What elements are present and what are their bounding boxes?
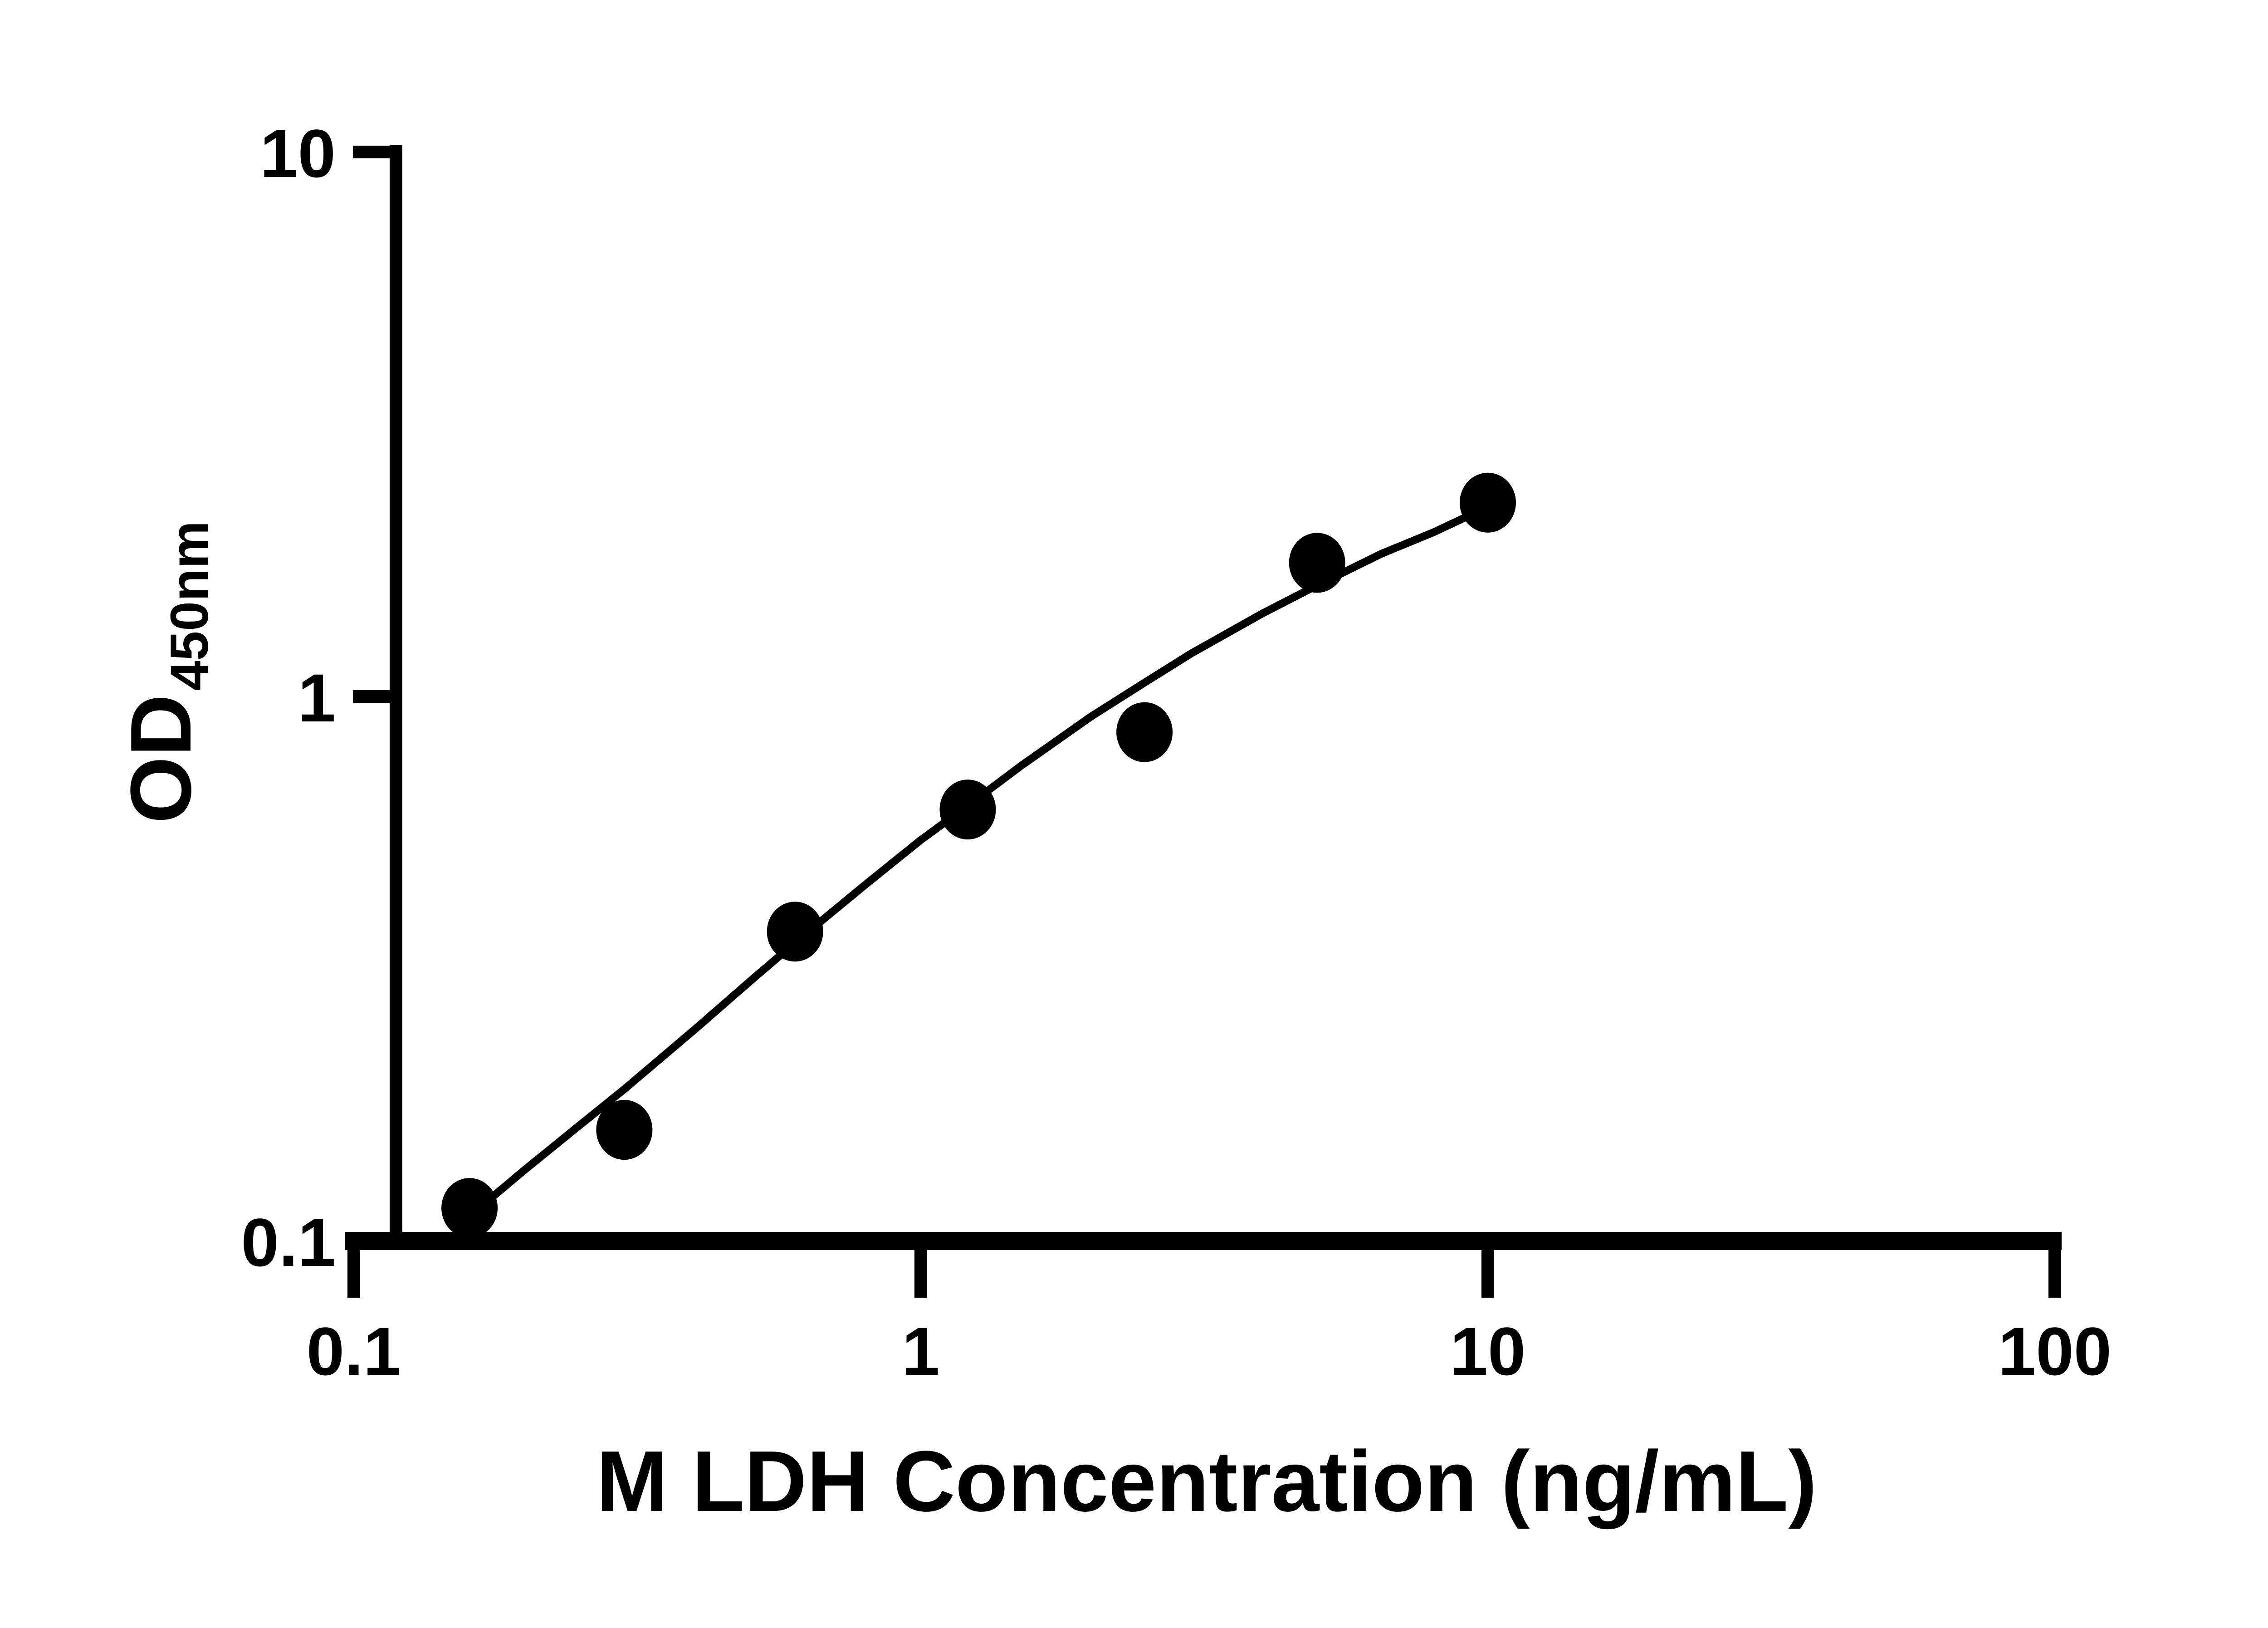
x-tick-label-0-1: 0.1 (307, 1313, 401, 1389)
y-tick-label-1: 1 (298, 660, 336, 736)
data-point (1116, 702, 1173, 762)
data-point (767, 902, 823, 962)
data-point (1460, 472, 1516, 533)
x-axis-title: M LDH Concentration (ng/mL) (596, 1433, 1817, 1530)
data-point (939, 780, 996, 840)
y-tick-label-10: 10 (260, 115, 336, 191)
data-point-group (441, 472, 1516, 1238)
y-axis-title-main: OD (113, 694, 209, 824)
y-axis-title-subscript: 450nm (160, 521, 220, 691)
data-point (596, 1100, 653, 1160)
x-tick-label-10: 10 (1450, 1313, 1526, 1389)
x-tick-label-1: 1 (902, 1313, 939, 1389)
y-tick-label-0-1: 0.1 (241, 1204, 336, 1280)
data-point (1289, 533, 1345, 593)
data-point (441, 1178, 498, 1238)
y-axis-title-group: OD 450nm (113, 521, 220, 824)
x-tick-label-100: 100 (1998, 1313, 2112, 1389)
y-axis-group (353, 145, 402, 1248)
x-axis-group (345, 1232, 2062, 1298)
